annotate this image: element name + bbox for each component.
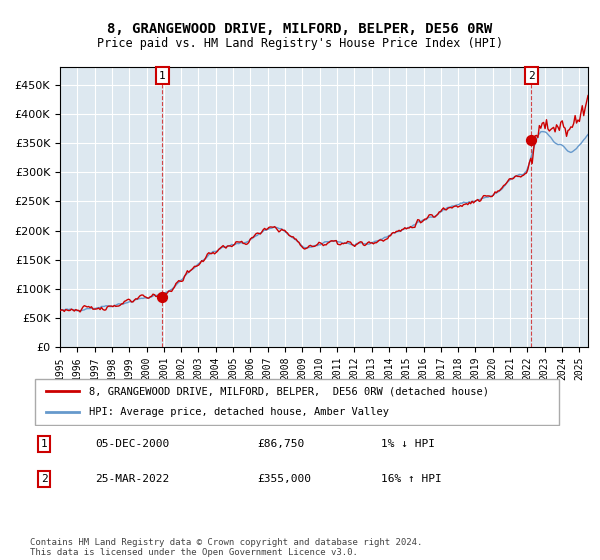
Text: 05-DEC-2000: 05-DEC-2000 — [95, 439, 169, 449]
Text: 1: 1 — [159, 71, 166, 81]
Text: £355,000: £355,000 — [257, 474, 311, 484]
Text: Contains HM Land Registry data © Crown copyright and database right 2024.
This d: Contains HM Land Registry data © Crown c… — [30, 538, 422, 557]
Text: 2: 2 — [528, 71, 535, 81]
Point — [158, 292, 167, 301]
Text: Price paid vs. HM Land Registry's House Price Index (HPI): Price paid vs. HM Land Registry's House … — [97, 38, 503, 50]
Text: 25-MAR-2022: 25-MAR-2022 — [95, 474, 169, 484]
Point — [527, 136, 536, 144]
Text: HPI: Average price, detached house, Amber Valley: HPI: Average price, detached house, Ambe… — [89, 407, 389, 417]
Text: 2: 2 — [41, 474, 47, 484]
Text: 1% ↓ HPI: 1% ↓ HPI — [381, 439, 435, 449]
Text: 8, GRANGEWOOD DRIVE, MILFORD, BELPER, DE56 0RW: 8, GRANGEWOOD DRIVE, MILFORD, BELPER, DE… — [107, 22, 493, 36]
Text: 1: 1 — [41, 439, 47, 449]
Text: 8, GRANGEWOOD DRIVE, MILFORD, BELPER,  DE56 0RW (detached house): 8, GRANGEWOOD DRIVE, MILFORD, BELPER, DE… — [89, 386, 490, 396]
Text: 16% ↑ HPI: 16% ↑ HPI — [381, 474, 442, 484]
FancyBboxPatch shape — [35, 379, 559, 424]
Text: £86,750: £86,750 — [257, 439, 304, 449]
